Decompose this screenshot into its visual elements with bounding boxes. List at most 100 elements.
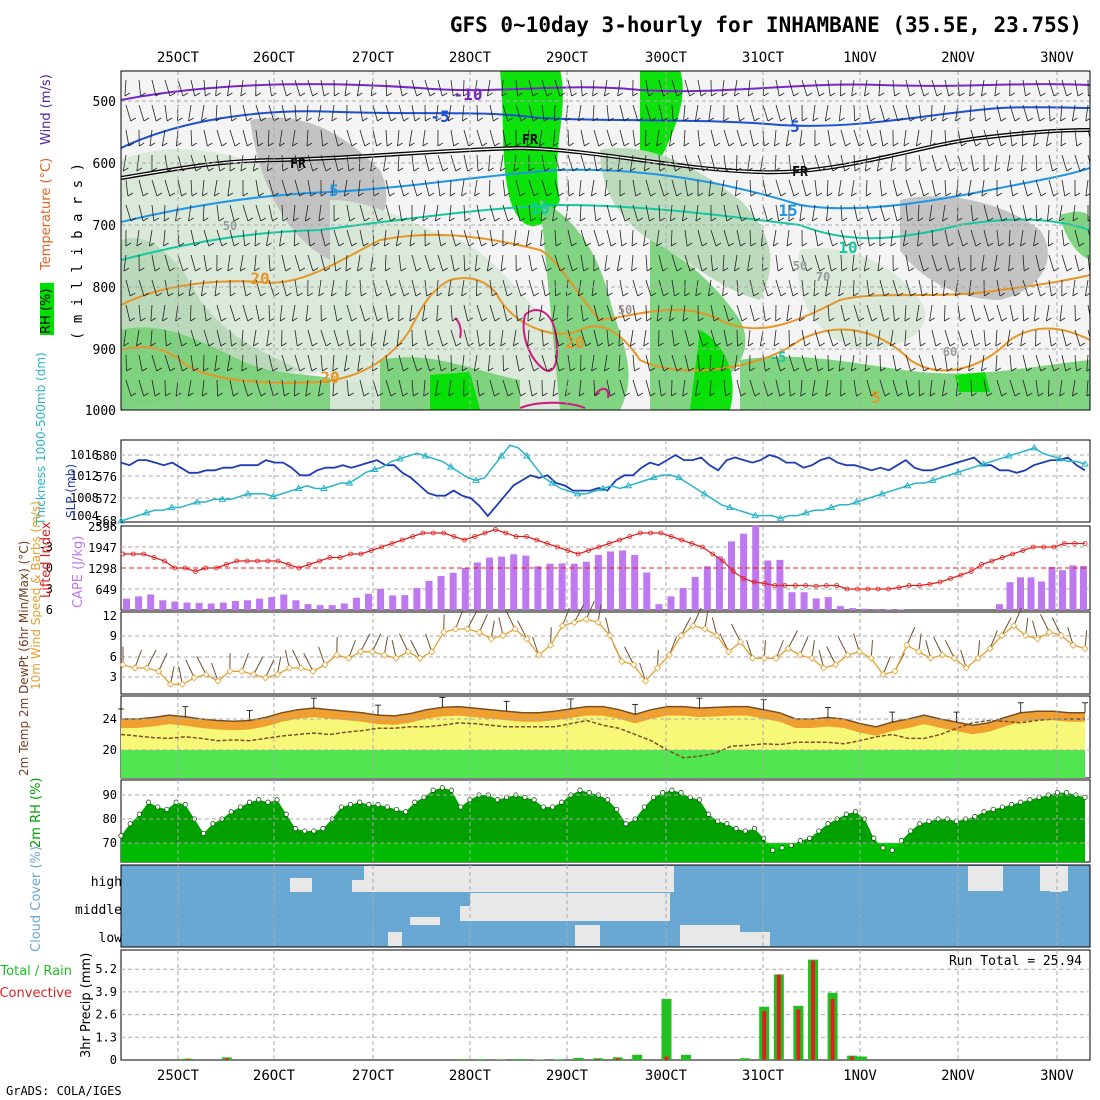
wind-barb xyxy=(463,304,469,322)
precip-conv-bar xyxy=(850,1056,855,1060)
wind-barb-flag xyxy=(195,342,202,347)
rh2m-marker xyxy=(256,797,262,803)
wind-barb-flag xyxy=(153,217,160,222)
wind-barb-flag xyxy=(474,367,480,372)
cloud-block xyxy=(352,880,366,892)
precip-tick: 3.9 xyxy=(95,985,117,999)
li-marker xyxy=(151,555,157,560)
wind-barb-flag xyxy=(864,267,870,272)
wind-barb xyxy=(944,79,950,97)
wind-barb-flag xyxy=(552,217,558,222)
wind-barb-flag xyxy=(571,242,577,247)
cape-tick: 1298 xyxy=(88,562,117,576)
wind-barb-flag xyxy=(312,92,318,97)
wind-barb-flag xyxy=(507,292,513,297)
wind-barb xyxy=(747,154,751,172)
wind-barb-flag xyxy=(582,92,588,97)
cloud-panel: high middle low Cloud Cover (%) xyxy=(29,846,1091,952)
wind-barb xyxy=(929,379,933,397)
wind-barb-flag xyxy=(416,367,423,372)
cape-label: CAPE (J/kg) xyxy=(71,536,86,608)
wind-barb xyxy=(177,354,183,372)
wind-barb-flag xyxy=(838,367,845,372)
wind-barb-flag xyxy=(737,342,743,347)
wind-barb xyxy=(1074,229,1080,247)
wind-barb-flag xyxy=(839,117,845,122)
wind-barb-flag xyxy=(750,192,757,197)
wind-barb-flag xyxy=(687,192,693,197)
wind-barb xyxy=(216,379,218,397)
wind-barb-flag xyxy=(917,242,923,247)
wind-barb-flag xyxy=(643,242,649,247)
wind10m-marker xyxy=(380,651,388,659)
wind-barb-flag xyxy=(634,142,641,147)
wind-barb-flag xyxy=(708,192,715,197)
wind-barb xyxy=(904,304,907,322)
wind-barb-flag xyxy=(1007,342,1013,347)
wind-barb xyxy=(892,304,895,322)
cape-bar xyxy=(764,560,772,610)
wind-barb xyxy=(437,354,442,372)
wind-barb xyxy=(461,179,465,197)
wind-barb-flag xyxy=(877,167,883,172)
li-marker xyxy=(844,586,850,592)
rh2m-marker xyxy=(210,821,216,827)
wind-barb-flag xyxy=(502,242,509,247)
wind-barb-flag xyxy=(143,392,149,397)
bottom-date-label: 25OCT xyxy=(157,1068,200,1084)
rh2m-marker xyxy=(145,799,152,805)
wind-barb-flag xyxy=(812,117,819,122)
wind-barb-flag xyxy=(881,192,888,197)
wind-barb-flag xyxy=(955,292,961,297)
wind-barb-flag xyxy=(930,142,936,147)
wind-barb xyxy=(606,229,612,247)
wind-barb-flag xyxy=(646,267,653,272)
wind-barb xyxy=(538,129,543,147)
wind-barb-flag xyxy=(908,392,915,397)
wind-barb xyxy=(684,179,689,197)
wind-barb-flag xyxy=(130,292,136,297)
wind-barb xyxy=(229,304,236,322)
wind-barb xyxy=(554,354,560,372)
wind-barb-flag xyxy=(618,342,625,347)
wind10m-marker xyxy=(428,648,436,656)
precip-tick: 0 xyxy=(110,1053,117,1067)
wind-barb xyxy=(577,279,582,297)
wind-barb xyxy=(1006,154,1011,172)
wind10m-barb xyxy=(960,649,967,669)
wind-barb-flag xyxy=(474,92,480,97)
wind-barb-flag xyxy=(150,317,157,322)
wind-barb xyxy=(762,304,766,322)
wind-barb-flag xyxy=(464,267,470,272)
wind-barb xyxy=(697,329,704,347)
wind-barb xyxy=(983,379,988,397)
cloud-block xyxy=(575,925,600,946)
wind10m-marker xyxy=(938,651,947,659)
wind10m-barbs xyxy=(122,601,1088,685)
wind-barb-flag xyxy=(559,167,565,172)
rh2m-grid xyxy=(121,780,1090,862)
wind-barb-flag xyxy=(622,292,629,297)
wind-barb xyxy=(645,79,649,97)
wind-barb-flag xyxy=(559,267,566,272)
wind-barb-flag xyxy=(266,242,272,247)
wind-barb-flag xyxy=(195,167,202,172)
wind-barb xyxy=(970,304,976,322)
wind-barb xyxy=(853,329,857,347)
wind-barb-flag xyxy=(284,392,290,397)
wind-barb xyxy=(941,379,946,397)
wind-barb xyxy=(801,79,808,97)
wind-barb xyxy=(409,229,413,247)
dewpt-line xyxy=(120,718,1085,759)
wind-barb-flag xyxy=(169,367,176,372)
wind-barb-flag xyxy=(1014,292,1020,297)
wind-barb xyxy=(554,179,559,197)
wind-barb-flag xyxy=(257,142,264,147)
wind-barb-flag xyxy=(376,292,382,297)
temp2m-tick: 20 xyxy=(103,743,117,757)
temp2m-label: 2m Temp 2m DewPt (6hr Min/Max) (°C) xyxy=(17,541,31,776)
wind-barb-flag xyxy=(682,392,688,397)
wind-barb-flag xyxy=(591,192,597,197)
wind-barb xyxy=(227,354,231,372)
rh2m-marker xyxy=(531,797,537,803)
